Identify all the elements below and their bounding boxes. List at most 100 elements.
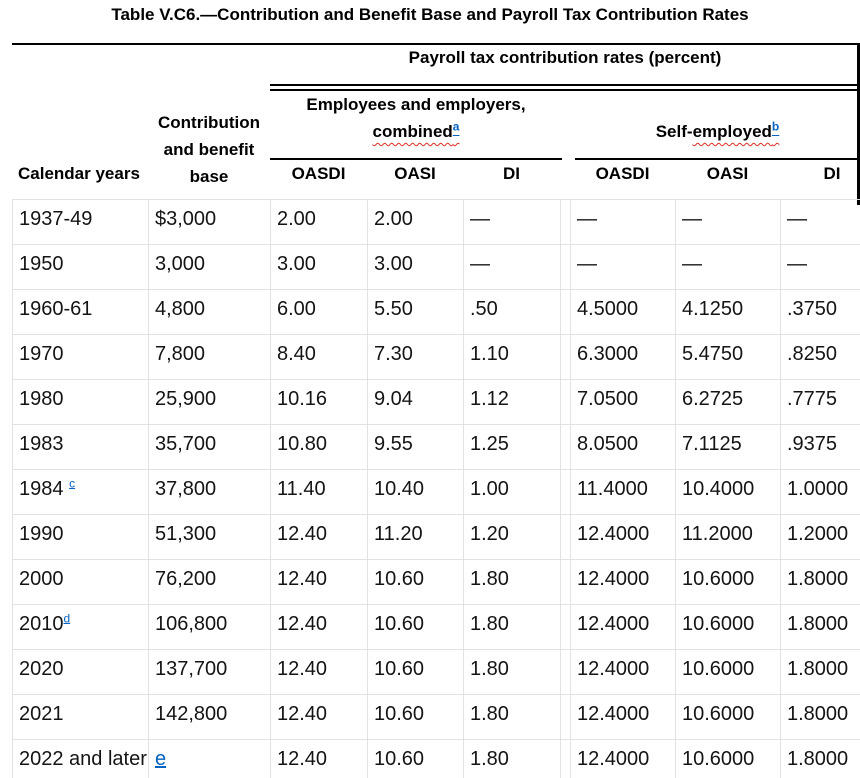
rate-cell: 1.20: [463, 514, 561, 560]
data-table-body: 1937-49 $3,000 2.00 2.00— — — —1950 3,000 3.00 3.…: [12, 199, 860, 778]
rate-cell: 7.0500: [570, 379, 676, 425]
table-row: 1983 35,700 10.80 9.55 1.25 8.0500 7.1125.9375: [12, 424, 860, 470]
rate-cell: 10.6000: [675, 604, 781, 650]
rate-cell: 8.40: [270, 334, 368, 380]
rate-cell: 9.04: [367, 379, 464, 425]
group-heading-self-prefix: Self-: [655, 122, 693, 141]
rate-cell: .7775: [780, 379, 860, 425]
spacer-cell: [560, 559, 571, 605]
rate-cell: 12.40: [270, 649, 368, 695]
calendar-year-cell: 2021: [12, 694, 149, 740]
calendar-year-cell: 2000: [12, 559, 149, 605]
header-right-rule: [857, 43, 860, 205]
rate-cell: 10.6000: [675, 694, 781, 740]
table-row: 2020 137,700 12.40 10.60 1.80 12.4000 10.6000 1…: [12, 649, 860, 695]
base-header-line3: base: [189, 167, 229, 186]
data-table: 1937-49 $3,000 2.00 2.00— — — —1950 3,000 3.00 3.…: [12, 199, 860, 778]
rate-cell: 1.10: [463, 334, 561, 380]
base-cell: 3,000: [148, 244, 271, 290]
calendar-year-cell: 2020: [12, 649, 149, 695]
column-header-di-employees: DI: [503, 164, 520, 183]
rate-cell: 11.20: [367, 514, 464, 560]
rate-cell: 1.80: [463, 604, 561, 650]
rate-cell: 1.12: [463, 379, 561, 425]
table-row: 2000 76,200 12.40 10.60 1.80 12.4000 10.6000 1.…: [12, 559, 860, 605]
column-header-oasi-employees: OASI: [394, 164, 436, 183]
rate-cell: 12.40: [270, 694, 368, 740]
table-row: 1960-61 4,800 6.00 5.50.50 4.5000 4.1250.3750: [12, 289, 860, 335]
rate-cell: 1.2000: [780, 514, 860, 560]
rate-cell: 4.5000: [570, 289, 676, 335]
rate-cell: 10.6000: [675, 649, 781, 695]
footnote-link-a[interactable]: a: [452, 119, 460, 134]
rate-cell: 12.4000: [570, 514, 676, 560]
rate-cell: —: [463, 199, 561, 245]
rate-cell: 12.40: [270, 514, 368, 560]
column-header-di-self: DI: [823, 164, 841, 183]
rate-cell: —: [570, 244, 676, 290]
rate-cell: 1.8000: [780, 649, 860, 695]
column-header-oasi-self: OASI: [706, 164, 749, 183]
rate-cell: 1.0000: [780, 469, 860, 515]
rate-cell: 6.00: [270, 289, 368, 335]
rate-cell: 6.3000: [570, 334, 676, 380]
spacer-cell: [560, 379, 571, 425]
rate-cell: 5.4750: [675, 334, 781, 380]
rate-cell: 7.30: [367, 334, 464, 380]
calendar-year-cell: 1937-49: [12, 199, 149, 245]
table-row: 1937-49 $3,000 2.00 2.00— — — —: [12, 199, 860, 245]
spacer-cell: [560, 289, 571, 335]
spacer-cell: [560, 604, 571, 650]
calendar-year-cell: 2010d: [12, 604, 149, 650]
base-cell: $3,000: [148, 199, 271, 245]
rate-cell: 11.2000: [675, 514, 781, 560]
rate-cell: 10.80: [270, 424, 368, 470]
rate-cell: .50: [463, 289, 561, 335]
top-rule: [12, 43, 858, 45]
table-row: 2022 and later e 12.40 10.60 1.80 12.4000 10.6…: [12, 739, 860, 778]
rate-cell: 1.80: [463, 559, 561, 605]
table-row: 1980 25,900 10.16 9.04 1.12 7.0500 6.2725.7775: [12, 379, 860, 425]
rate-cell: 1.25: [463, 424, 561, 470]
rate-cell: .3750: [780, 289, 860, 335]
rate-cell: —: [570, 199, 676, 245]
calendar-year-cell: 1950: [12, 244, 149, 290]
table-title: Table V.C6.—Contribution and Benefit Bas…: [111, 5, 749, 24]
rate-cell: .9375: [780, 424, 860, 470]
group-heading-employees: Employees and employers, combineda: [270, 91, 562, 145]
spacer-cell: [560, 334, 571, 380]
base-cell: 7,800: [148, 334, 271, 380]
spacer-cell: [560, 739, 571, 778]
group-heading-employees-line1: Employees and employers,: [306, 95, 526, 114]
rate-cell: 1.00: [463, 469, 561, 515]
calendar-year-cell: 1983: [12, 424, 149, 470]
base-cell: 37,800: [148, 469, 271, 515]
rate-cell: 11.4000: [570, 469, 676, 515]
rate-cell: 10.6000: [675, 739, 781, 778]
base-header-line1: Contribution: [158, 113, 260, 132]
misspelled-word-employed: employedb: [693, 119, 780, 141]
table-row: 2010d 106,800 12.40 10.60 1.80 12.4000 10.6000…: [12, 604, 860, 650]
spacer-cell: [560, 244, 571, 290]
calendar-year-cell: 2022 and later: [12, 739, 149, 778]
rate-cell: 3.00: [367, 244, 464, 290]
group-underline-self-employed: [575, 158, 860, 160]
rate-cell: 10.60: [367, 604, 464, 650]
footnote-link-b[interactable]: b: [771, 119, 780, 134]
rate-cell: 10.60: [367, 649, 464, 695]
footnote-link-e[interactable]: e: [155, 748, 167, 770]
rate-cell: 1.8000: [780, 694, 860, 740]
double-rule: [270, 84, 860, 91]
footnote-link-c[interactable]: c: [69, 476, 76, 491]
rate-cell: 10.16: [270, 379, 368, 425]
base-cell: 35,700: [148, 424, 271, 470]
rate-cell: 1.8000: [780, 739, 860, 778]
footnote-link-d[interactable]: d: [63, 611, 71, 626]
table-row: 1990 51,300 12.40 11.20 1.20 12.4000 11.2000 1.…: [12, 514, 860, 560]
rate-cell: 1.8000: [780, 604, 860, 650]
rate-cell: 8.0500: [570, 424, 676, 470]
rate-cell: 2.00: [367, 199, 464, 245]
rate-cell: 12.40: [270, 739, 368, 778]
rate-cell: 10.6000: [675, 559, 781, 605]
